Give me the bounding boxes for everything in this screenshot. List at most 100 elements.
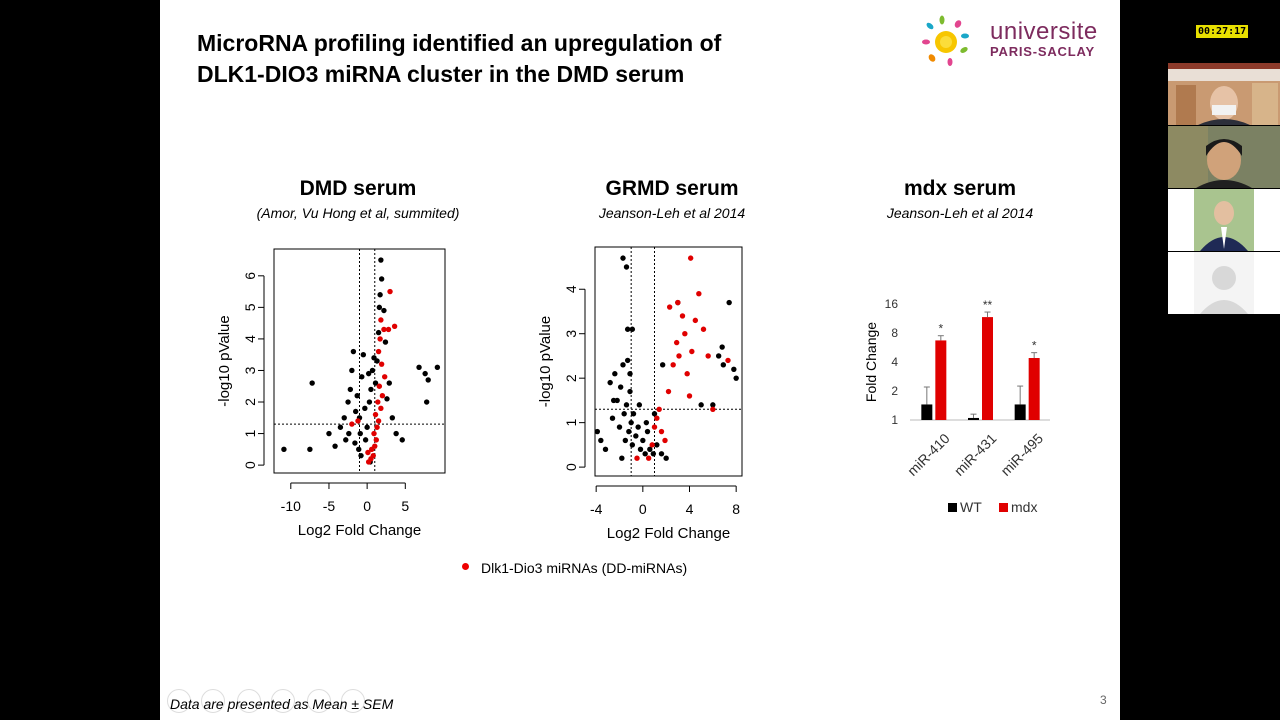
previous-slide-icon[interactable] [167,689,191,713]
dmd-mirna-point [376,304,383,311]
grmd-mirna-point [726,299,732,306]
grmd-dd-mirna-point [654,415,660,421]
mdx-y-axis-label: Fold Change [863,322,879,402]
dmd-dd-mirna-point [370,452,376,459]
grmd-dd-mirna-point [725,357,731,364]
participant-2-avatar [1168,126,1280,188]
slide-title-line2: DLK1-DIO3 miRNA cluster in the DMD serum [197,61,685,87]
dmd-y-tick-label: 0 [242,461,258,469]
grmd-x-axis-label: Log2 Fold Change [607,525,730,542]
dmd-dd-mirna-point [349,421,355,427]
grmd-dd-mirna-point [682,331,688,337]
dmd-dd-mirna-point [378,317,384,323]
pen-icon[interactable] [237,689,261,713]
dmd-y-tick-label: 5 [242,303,258,311]
dmd-mirna-point [362,405,368,412]
grmd-mirna-point [720,362,727,368]
slide-title: MicroRNA profiling identified an upregul… [197,28,897,90]
grmd-dd-mirna-point [651,424,658,430]
dmd-dd-mirna-point [375,418,382,424]
logo-wordmark: universite [990,18,1098,45]
next-slide-icon[interactable] [201,689,225,713]
dmd-mirna-point [389,415,396,421]
volcano-plot-grmd: -4 0 4 8 0 1 2 3 4 Log2 Fold Change -log10 pValue [537,246,743,542]
grmd-dd-mirna-point [658,428,665,435]
dmd-mirna-point [345,399,351,405]
grmd-mirna-point [622,437,629,444]
zoom-icon[interactable] [307,689,331,713]
dmd-y-tick-label: 1 [242,429,258,437]
grmd-mirna-point [609,415,616,421]
dmd-y-tick-label: 6 [242,272,258,280]
dmd-mirna-point [307,446,313,453]
mdx-bar-wt [921,404,933,420]
dmd-x-tick-label: 5 [401,498,409,514]
grmd-mirna-point [619,455,625,461]
mdx-significance-label: ** [983,298,993,312]
participant-video-3 [1168,189,1280,251]
grmd-mirna-point [715,353,722,359]
dmd-dd-mirna-point [373,437,379,443]
more-options-icon[interactable] [341,689,365,713]
mdx-category-label: miR-431 [951,430,1000,479]
grmd-mirna-point [610,397,617,404]
dmd-mirna-point [362,437,369,443]
participant-video-1 [1168,63,1280,125]
dmd-dd-mirna-point [375,348,382,355]
dmd-dd-mirna-point [387,288,393,295]
dmd-dd-mirna-point [365,449,371,456]
grmd-mirna-point [620,362,626,368]
panel-subtitle-dmd: (Amor, Vu Hong et al, summited) [256,205,460,221]
dmd-dd-mirna-point [378,361,385,367]
grmd-mirna-point [629,442,636,448]
dmd-mirna-point [377,292,383,298]
grmd-dd-mirna-point [662,437,668,444]
dmd-dd-mirna-point [372,411,379,418]
grmd-dd-mirna-point [666,304,673,310]
grmd-mirna-point [650,451,657,457]
slide-title-line1: MicroRNA profiling identified an upregul… [197,30,722,56]
dmd-mirna-point [368,386,374,393]
legend-label: Dlk1-Dio3 miRNAs (DD-miRNAs) [481,560,688,576]
dmd-mirna-point [393,430,399,437]
dmd-dd-mirna-point [391,323,398,329]
grmd-x-tick-label: -4 [590,501,603,517]
grmd-mirna-point [654,442,660,448]
grmd-dd-mirna-point [687,255,694,261]
dmd-mirna-point [346,430,352,437]
dmd-mirna-point [366,399,373,405]
all-slides-icon[interactable] [271,689,295,713]
grmd-mirna-point [607,379,613,386]
participant-1-avatar [1168,63,1280,125]
mdx-bar-wt [968,417,979,420]
mdx-bar-mdx [1028,358,1040,420]
dmd-mirna-point [425,377,431,383]
mdx-category-label: miR-495 [997,430,1046,479]
mdx-bar-wt [1014,404,1026,420]
dmd-dd-mirna-point [372,443,378,449]
grmd-mirna-point [630,411,637,417]
dmd-dd-mirna-point [376,383,383,389]
dmd-mirna-point [360,351,367,358]
mdx-y-tick-label: 8 [891,326,898,340]
grmd-mirna-point [663,455,669,461]
grmd-mirna-point [733,375,739,381]
grmd-dd-mirna-point [696,290,702,297]
grmd-mirna-point [635,424,641,430]
grmd-y-tick-label: 4 [563,285,579,293]
dmd-mirna-point [386,380,392,386]
grmd-dd-mirna-point [670,362,676,368]
dmd-mirna-point [434,364,441,371]
recording-timer: 00:27:17 [1196,25,1249,38]
dmd-mirna-point [381,307,387,314]
dmd-mirna-point [341,415,347,421]
grmd-mirna-point [623,402,630,408]
dmd-dd-mirna-point [378,405,384,412]
dmd-y-tick-label: 3 [242,366,258,374]
mdx-legend-label-mdx: mdx [1011,499,1037,515]
grmd-dd-mirna-point [710,406,716,413]
dmd-mirna-point [343,437,349,443]
dmd-mirna-point [337,424,344,430]
grmd-y-axis-label: -log10 pValue [537,316,554,407]
dmd-y-tick-label: 2 [242,398,258,406]
